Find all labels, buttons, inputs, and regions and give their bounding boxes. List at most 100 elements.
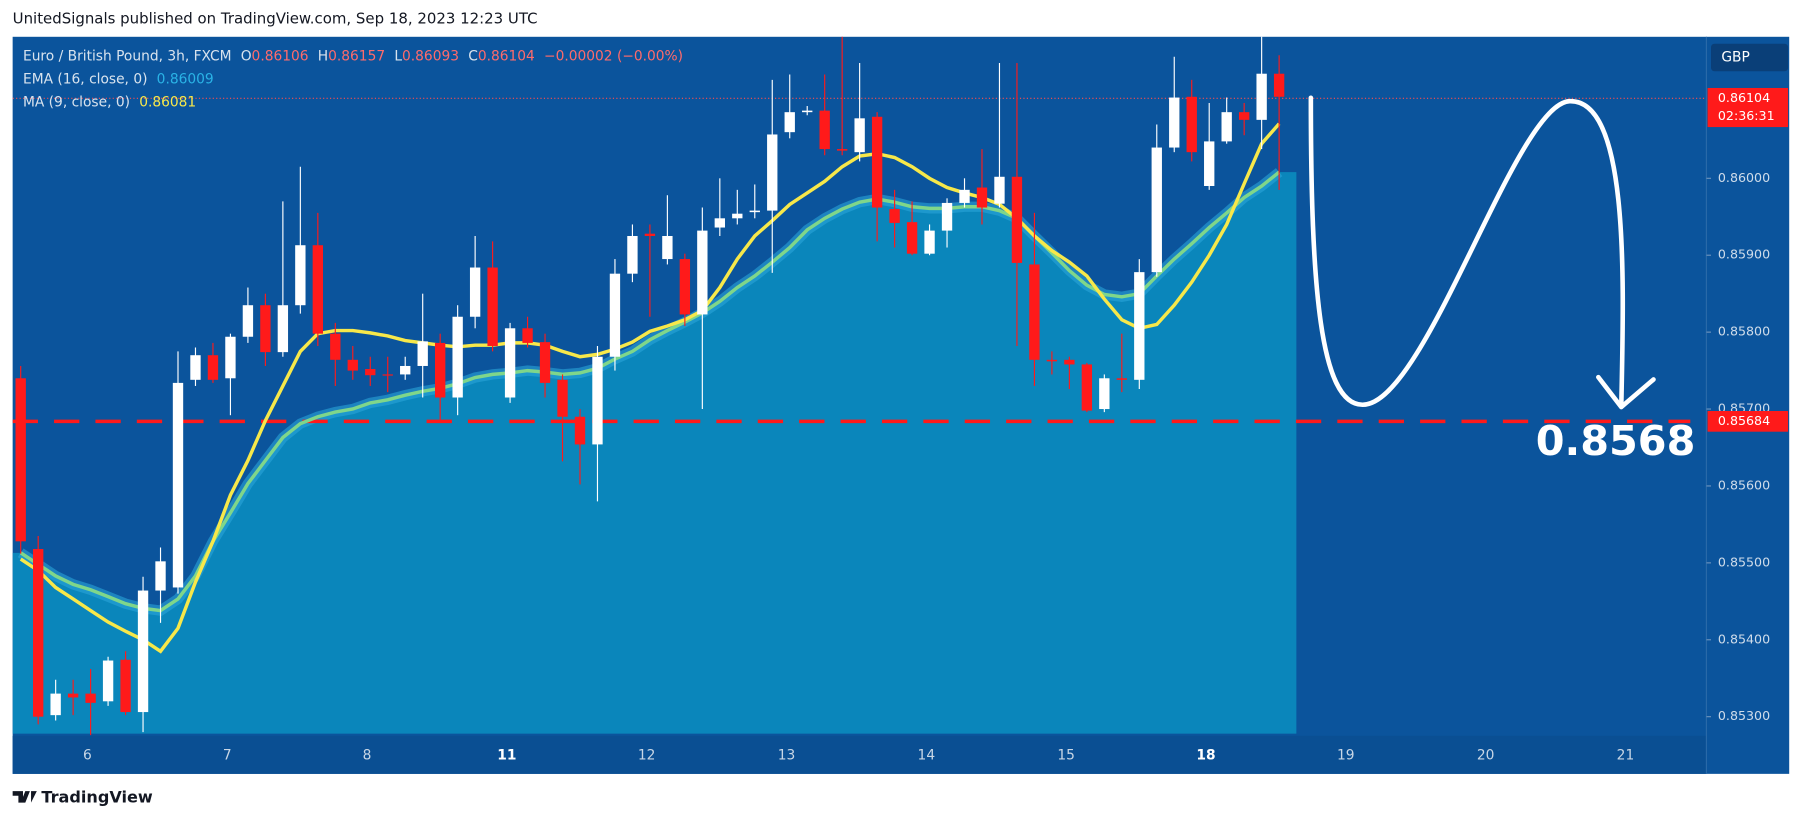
- candle-body: [889, 209, 900, 223]
- candle-body: [1221, 112, 1232, 142]
- ohlc-key: L: [394, 48, 402, 64]
- x-tick-label: 15: [1057, 747, 1075, 763]
- footer-brand: TradingView: [41, 788, 153, 807]
- candle-body: [1064, 359, 1075, 365]
- candle-body: [767, 134, 778, 211]
- y-tick-label: 0.85300: [1718, 708, 1770, 723]
- candle-body: [15, 378, 26, 542]
- y-tick-label: 0.85400: [1718, 631, 1770, 646]
- candle-body: [574, 416, 586, 445]
- last-price-label: 0.86104: [1718, 90, 1770, 105]
- publisher-line: UnitedSignals published on TradingView.c…: [13, 10, 538, 28]
- candle-body: [959, 189, 970, 203]
- candle-body: [1186, 96, 1197, 153]
- candle-body: [924, 230, 935, 254]
- x-tick-label: 12: [638, 747, 656, 763]
- drawn-arrow-head: [1596, 374, 1656, 410]
- candle-body: [1256, 73, 1267, 120]
- candle-body: [225, 336, 236, 379]
- candle-body: [1116, 378, 1127, 380]
- candle-body: [609, 273, 621, 357]
- candle-body: [1081, 364, 1093, 411]
- candle-body: [871, 116, 883, 208]
- candle-body: [85, 693, 96, 703]
- candle-body: [1151, 147, 1162, 273]
- candle-body: [1204, 141, 1215, 187]
- candle-body: [295, 245, 306, 306]
- candle-body: [452, 316, 463, 398]
- currency-label: GBP: [1721, 49, 1749, 65]
- candle-body: [1238, 112, 1250, 120]
- candle-body: [1134, 272, 1145, 380]
- legend-title-row: Euro / British Pound, 3h, FXCM O0.86106 H0…: [23, 48, 683, 64]
- candle-body: [854, 118, 865, 153]
- candle-body: [941, 202, 953, 231]
- ohlc-value: 0.86093: [402, 48, 459, 64]
- legend-row: EMA (16, close, 0) 0.86009: [23, 71, 214, 87]
- x-tick-label: 8: [363, 747, 372, 763]
- candle-body: [365, 369, 376, 376]
- x-tick-label: 14: [918, 747, 936, 763]
- ema-line: [19, 170, 1281, 613]
- candle-body: [67, 693, 79, 698]
- candle-body: [749, 210, 760, 213]
- x-tick-label: 13: [778, 747, 796, 763]
- x-tick-label: 11: [497, 747, 516, 763]
- candle-body: [190, 355, 201, 380]
- logo-mark: [12, 791, 37, 803]
- x-tick-label: 7: [223, 747, 232, 763]
- candle-body: [469, 267, 481, 317]
- y-tick-label: 0.85800: [1718, 324, 1770, 339]
- candle-body: [242, 305, 254, 337]
- x-tick-label: 18: [1196, 747, 1215, 763]
- candle-body: [1029, 264, 1040, 360]
- last-price-box: [1707, 87, 1789, 128]
- x-tick-label: 19: [1337, 747, 1355, 763]
- ma-line: [19, 122, 1281, 654]
- candle-body: [836, 149, 848, 151]
- ohlc-value: 0.86157: [328, 48, 385, 64]
- candle-body: [906, 222, 918, 254]
- legend-name: MA (9, close, 0): [23, 94, 130, 110]
- candle-body: [662, 235, 673, 260]
- y-tick-label: 0.85500: [1718, 554, 1770, 569]
- footer-logo: TradingView: [12, 788, 153, 807]
- plot-area: [12, 36, 1707, 736]
- overlay: [1308, 95, 1656, 410]
- ema-area: [12, 172, 1297, 734]
- currency-box: [1711, 43, 1789, 72]
- change-value: −0.00002 (−0.00%): [544, 48, 683, 64]
- legend-value: 0.86009: [157, 71, 214, 87]
- candle-body: [417, 341, 428, 366]
- candle-body: [137, 590, 149, 713]
- candle-body: [312, 245, 323, 334]
- candle-body: [382, 374, 393, 376]
- y-tick-label: 0.85600: [1718, 477, 1770, 492]
- time-axis-band: [12, 735, 1707, 774]
- candle-body: [679, 259, 691, 315]
- target-price-box: [1707, 410, 1789, 432]
- candle-body: [784, 112, 795, 133]
- candle-body: [627, 235, 638, 274]
- ohlc-value: 0.86104: [478, 48, 535, 64]
- candle-body: [1273, 73, 1285, 97]
- ohlc-key: C: [468, 48, 478, 64]
- legend-name: EMA (16, close, 0): [23, 71, 147, 87]
- candle-body: [504, 328, 516, 398]
- candle-body: [33, 549, 44, 717]
- candle-body: [1169, 97, 1180, 148]
- candle-body: [522, 328, 533, 343]
- candle-body: [592, 356, 603, 445]
- candle-body: [644, 233, 656, 236]
- candle-body: [50, 693, 61, 716]
- candle-body: [172, 382, 184, 588]
- candle-body: [277, 305, 289, 353]
- ohlc-key: O: [241, 48, 252, 64]
- symbol-title: Euro / British Pound, 3h, FXCM: [23, 48, 232, 64]
- candle-body: [819, 110, 830, 150]
- candle-body: [697, 230, 708, 315]
- x-tick-label: 21: [1617, 747, 1635, 763]
- candle-body: [155, 561, 166, 591]
- target-annotation: 0.8568: [1536, 417, 1696, 465]
- candle-body: [102, 660, 114, 702]
